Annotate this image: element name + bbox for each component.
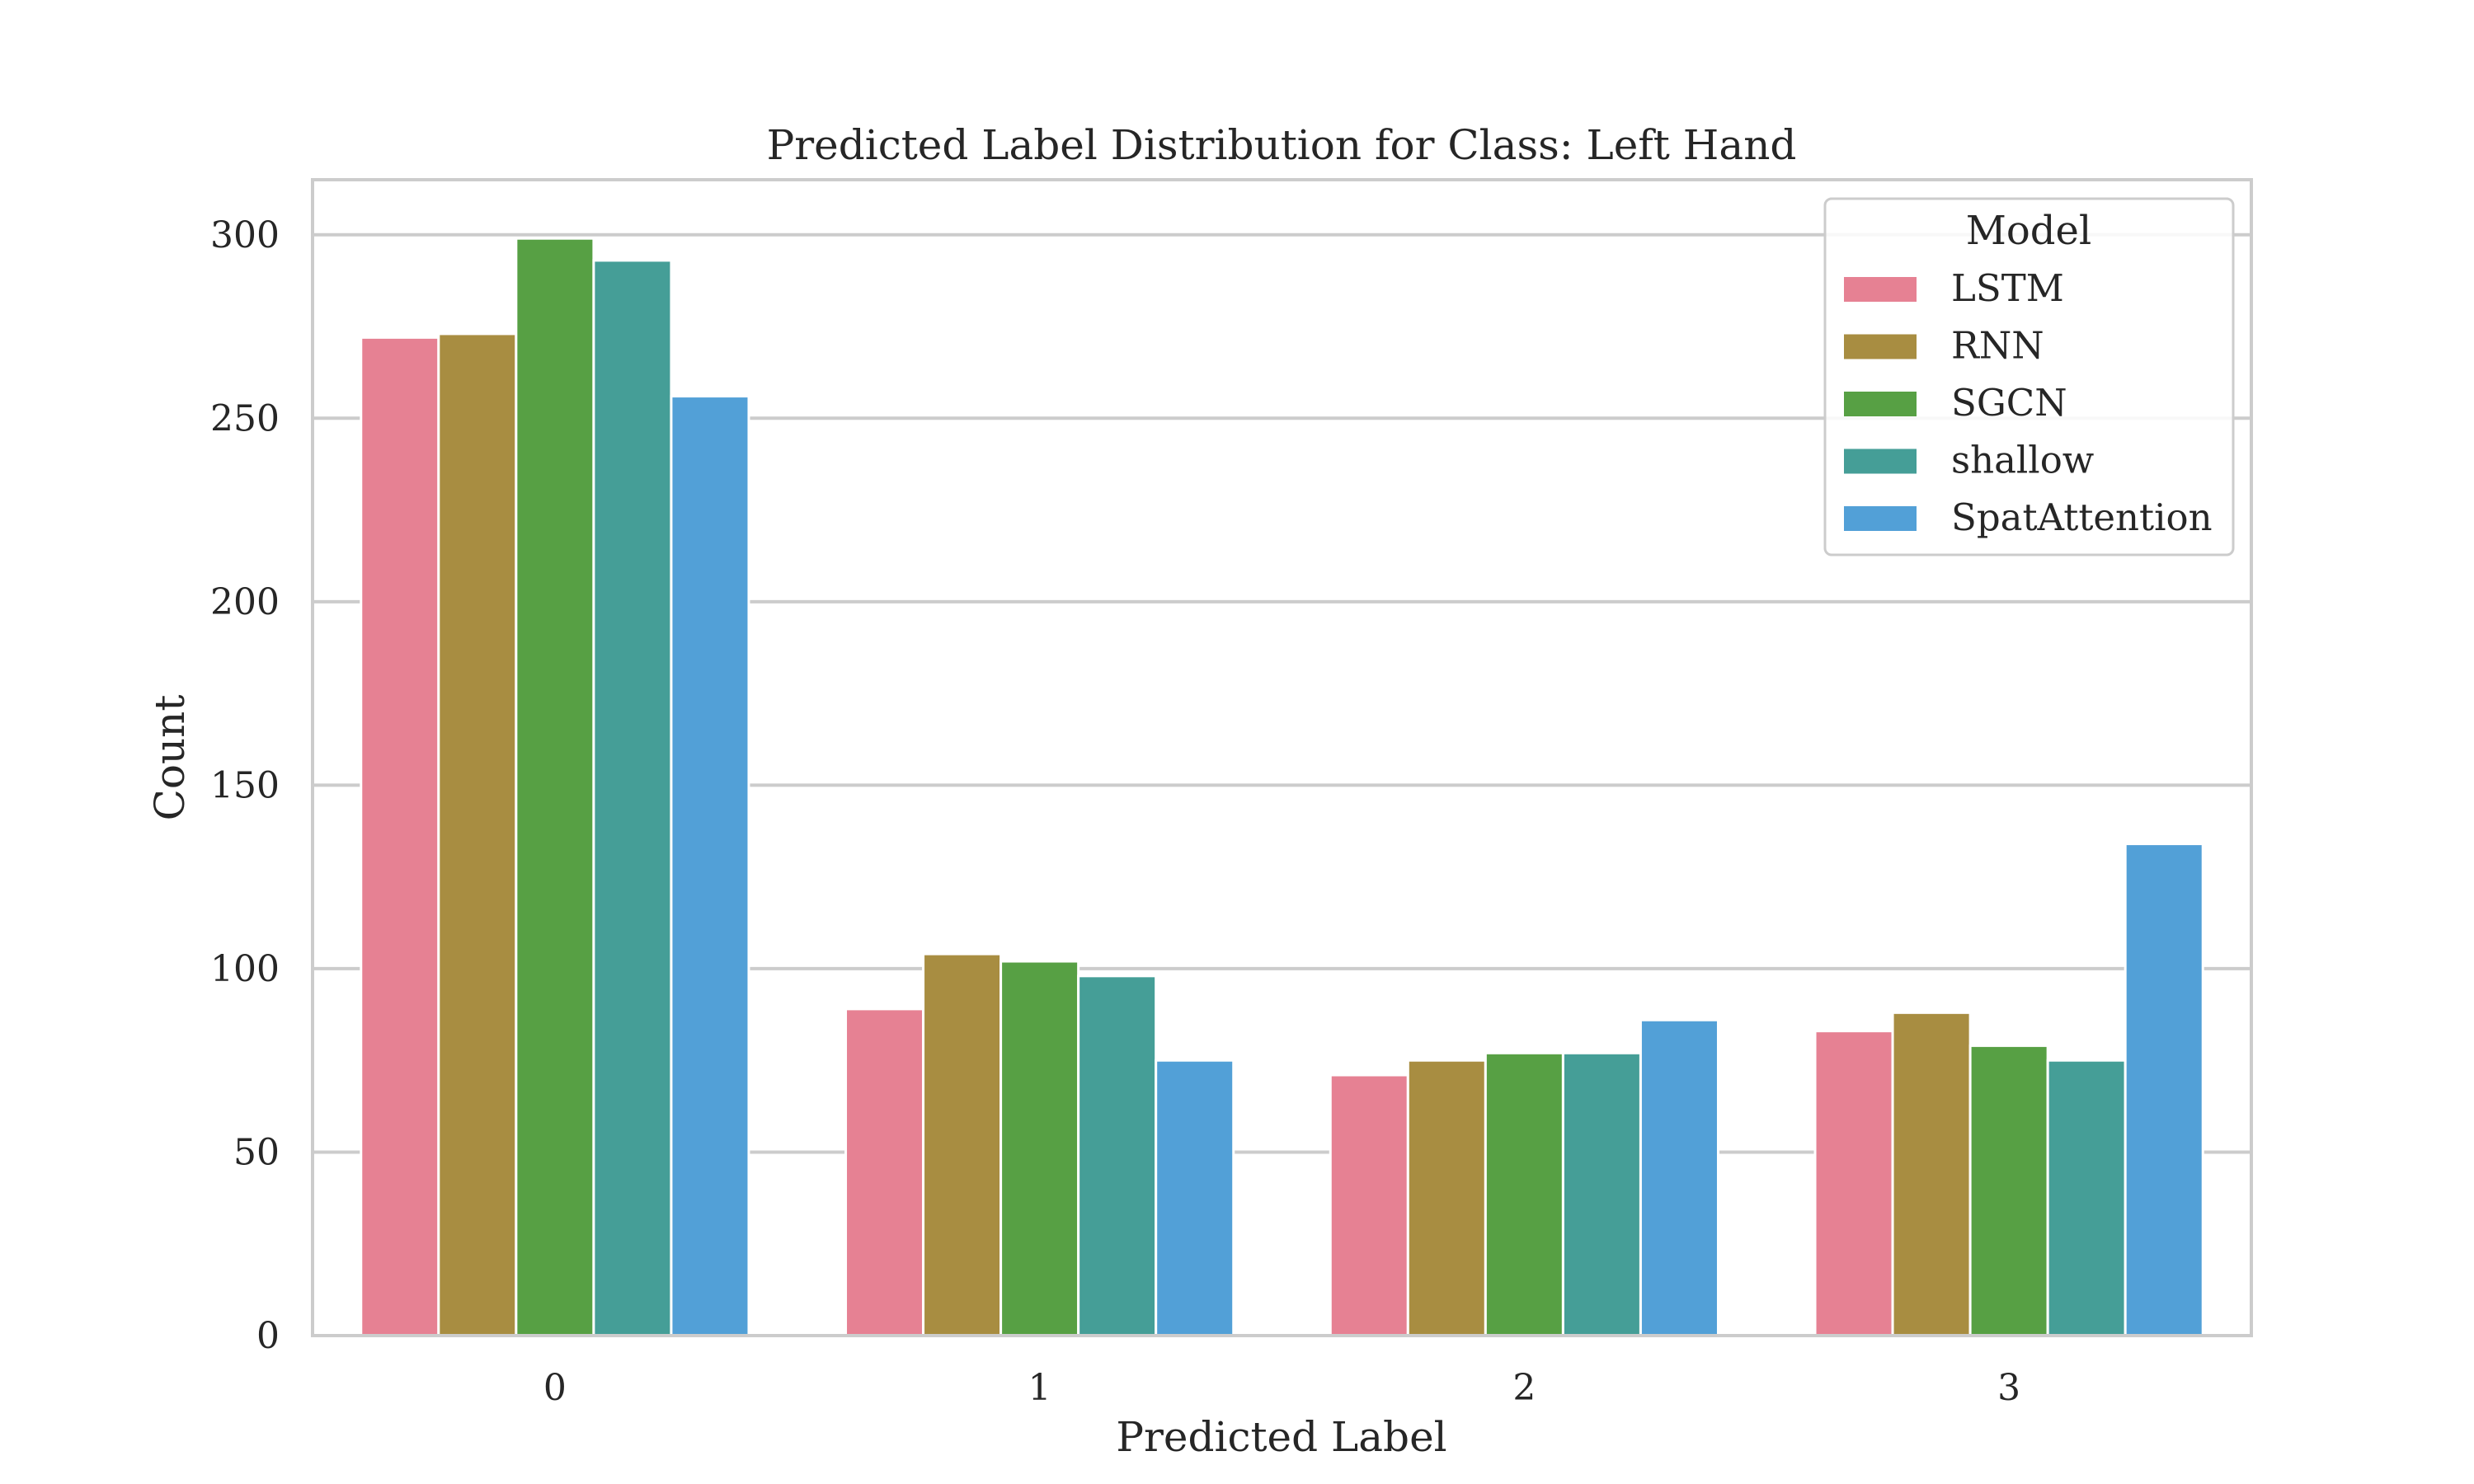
bar-shallow-0 xyxy=(592,259,673,1337)
y-tick-label: 100 xyxy=(210,948,280,990)
y-tick-label: 50 xyxy=(233,1131,280,1173)
legend: Model LSTM RNN SGCN shallow SpatAttention xyxy=(1823,197,2235,556)
y-axis-ticks: 0 50 100 150 200 250 300 xyxy=(210,214,280,1357)
bar-rnn-3 xyxy=(1891,1011,1972,1337)
y-axis-label: Count xyxy=(146,695,194,821)
bar-rnn-0 xyxy=(437,332,518,1337)
y-tick-label: 200 xyxy=(210,581,280,623)
bar-sgcn-1 xyxy=(999,960,1080,1337)
bar-spatattention-1 xyxy=(1155,1059,1235,1337)
bar-lstm-0 xyxy=(360,336,440,1337)
legend-swatch-lstm xyxy=(1844,277,1917,302)
x-tick-label: 0 xyxy=(543,1367,567,1409)
legend-box xyxy=(1823,197,2235,556)
legend-label-spatattention: SpatAttention xyxy=(1951,495,2213,539)
x-axis-label: Predicted Label xyxy=(1116,1413,1446,1461)
y-tick-label: 150 xyxy=(210,764,280,806)
legend-label-sgcn: SGCN xyxy=(1951,381,2067,425)
bar-spatattention-0 xyxy=(670,395,750,1337)
legend-label-lstm: LSTM xyxy=(1951,266,2064,310)
bar-shallow-3 xyxy=(2046,1059,2127,1337)
chart-title: Predicted Label Distribution for Class: … xyxy=(767,121,1797,169)
legend-swatch-sgcn xyxy=(1844,392,1917,416)
bar-sgcn-3 xyxy=(1968,1044,2049,1337)
y-tick-label: 250 xyxy=(210,397,280,439)
x-tick-label: 2 xyxy=(1512,1367,1536,1409)
x-axis-ticks: 0 1 2 3 xyxy=(543,1367,2020,1409)
bar-rnn-1 xyxy=(922,952,1003,1337)
bar-lstm-1 xyxy=(844,1007,925,1337)
bars xyxy=(360,237,2204,1337)
y-tick-label: 300 xyxy=(210,214,280,256)
bar-shallow-1 xyxy=(1077,974,1158,1337)
bar-lstm-2 xyxy=(1329,1073,1409,1337)
bar-lstm-3 xyxy=(1813,1030,1894,1337)
plot-frame xyxy=(311,178,2253,1337)
legend-label-shallow: shallow xyxy=(1951,439,2094,482)
legend-items: LSTM RNN SGCN shallow SpatAttention xyxy=(1844,266,2213,539)
legend-title: Model xyxy=(1966,208,2092,254)
x-tick-label: 1 xyxy=(1028,1367,1051,1409)
bar-spatattention-3 xyxy=(2124,843,2204,1337)
x-tick-label: 3 xyxy=(1997,1367,2020,1409)
legend-swatch-spatattention xyxy=(1844,506,1917,531)
y-tick-label: 0 xyxy=(256,1315,280,1357)
bar-sgcn-2 xyxy=(1484,1051,1564,1337)
legend-label-rnn: RNN xyxy=(1951,324,2044,368)
bar-spatattention-2 xyxy=(1639,1018,1719,1337)
legend-swatch-shallow xyxy=(1844,448,1917,474)
bar-shallow-2 xyxy=(1561,1051,1642,1337)
bar-rnn-2 xyxy=(1406,1059,1487,1337)
bar-sgcn-0 xyxy=(515,237,595,1337)
legend-swatch-rnn xyxy=(1844,334,1917,359)
